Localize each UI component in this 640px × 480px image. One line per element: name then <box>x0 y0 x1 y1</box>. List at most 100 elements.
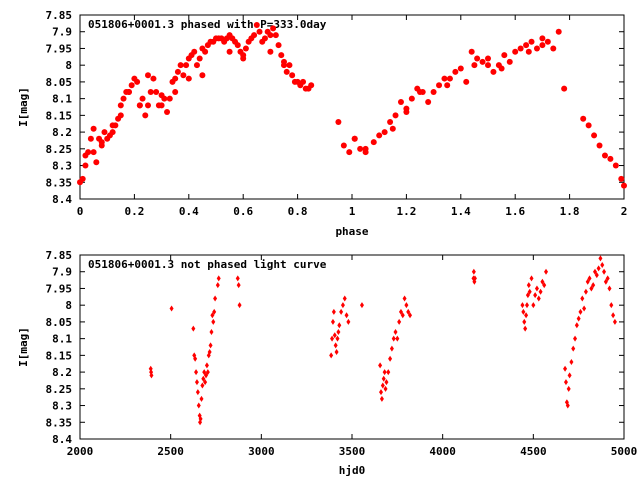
data-point <box>278 52 285 59</box>
data-point <box>333 342 338 349</box>
data-point <box>98 139 105 146</box>
data-point <box>539 42 546 49</box>
data-point <box>550 45 557 52</box>
data-point <box>139 95 146 102</box>
data-point <box>531 302 536 309</box>
data-point <box>395 335 400 342</box>
phased-plot-title: 051806+0001.3 phased with P=333.0day <box>88 18 327 31</box>
data-point <box>336 328 341 335</box>
y-tick-label: 8 <box>65 299 72 312</box>
data-point <box>382 369 387 376</box>
x-tick-label: 3000 <box>248 445 275 458</box>
x-tick-label: 2500 <box>157 445 184 458</box>
data-point <box>330 335 335 342</box>
data-point <box>342 295 347 302</box>
y-tick-label: 8.15 <box>46 349 73 362</box>
data-point <box>79 175 86 182</box>
data-point <box>561 85 568 92</box>
data-point <box>381 129 388 136</box>
data-point <box>565 402 570 409</box>
data-point <box>267 48 274 55</box>
data-point <box>339 308 344 315</box>
data-point <box>198 415 203 422</box>
data-point <box>457 65 464 72</box>
data-point <box>147 88 154 95</box>
data-point <box>109 122 116 129</box>
data-point <box>472 275 477 282</box>
data-point <box>193 355 198 362</box>
data-point <box>340 302 345 309</box>
data-point <box>379 389 384 396</box>
data-point <box>580 295 585 302</box>
data-point <box>203 379 208 386</box>
data-point <box>441 75 448 82</box>
x-tick-label: 1.6 <box>505 205 525 218</box>
x-tick-label: 3500 <box>339 445 366 458</box>
unphased-data-points <box>148 255 617 426</box>
data-point <box>520 302 525 309</box>
data-point <box>612 318 617 325</box>
data-point <box>351 135 358 142</box>
data-point <box>526 282 531 289</box>
data-point <box>381 375 386 382</box>
phased-y-ticks: 7.85 7.9 7.95 8 8.05 8.1 8.15 8.2 8.25 8.3 8.35 8.4 <box>46 9 624 206</box>
data-point <box>142 112 149 119</box>
data-point <box>582 305 587 312</box>
data-point <box>195 389 200 396</box>
data-point <box>569 359 574 366</box>
data-point <box>523 42 530 49</box>
data-point <box>621 182 627 189</box>
unphased-x-axis-label: hjd0 <box>339 464 366 477</box>
data-point <box>393 328 398 335</box>
y-tick-label: 7.9 <box>52 266 72 279</box>
data-point <box>603 278 608 285</box>
x-tick-label: 2000 <box>67 445 94 458</box>
data-point <box>598 255 603 262</box>
data-point <box>256 28 263 35</box>
data-point <box>521 308 526 315</box>
data-point <box>583 288 588 295</box>
data-point <box>357 145 364 152</box>
data-point <box>397 318 402 325</box>
data-point <box>605 275 610 282</box>
data-point <box>253 22 260 29</box>
y-tick-label: 8.4 <box>52 433 72 446</box>
x-tick-label: 1 <box>349 205 356 218</box>
data-point <box>210 312 215 319</box>
data-point <box>386 369 391 376</box>
y-tick-label: 7.85 <box>46 9 73 22</box>
data-point <box>571 345 576 352</box>
data-point <box>404 302 409 309</box>
y-tick-label: 8.2 <box>52 366 72 379</box>
data-point <box>128 82 135 89</box>
data-point <box>237 302 242 309</box>
data-point <box>592 268 597 275</box>
data-point <box>600 262 605 269</box>
data-point <box>172 88 179 95</box>
data-point <box>208 342 213 349</box>
data-point <box>607 285 612 292</box>
data-point <box>332 332 337 339</box>
data-point <box>211 318 216 325</box>
unphased-y-ticks: 7.85 7.9 7.95 8 8.05 8.1 8.15 8.2 8.25 8.3 8.35 8.4 <box>46 249 624 446</box>
data-point <box>387 119 394 126</box>
data-point <box>308 82 315 89</box>
data-point <box>196 402 201 409</box>
data-point <box>340 142 347 149</box>
unphased-y-axis-label: I[mag] <box>17 327 30 367</box>
data-point <box>567 372 572 379</box>
data-point <box>389 125 396 132</box>
data-point <box>346 318 351 325</box>
data-point <box>185 75 192 82</box>
data-point <box>207 349 212 356</box>
data-point <box>194 379 199 386</box>
data-point <box>474 55 481 62</box>
data-point <box>402 295 407 302</box>
data-point <box>136 102 143 109</box>
data-point <box>161 95 168 102</box>
y-tick-label: 8 <box>65 59 72 72</box>
x-tick-label: 0.2 <box>124 205 144 218</box>
unphased-plot-title: 051806+0001.3 not phased light curve <box>88 258 327 271</box>
phased-data-points <box>77 22 627 189</box>
data-point <box>463 78 470 85</box>
